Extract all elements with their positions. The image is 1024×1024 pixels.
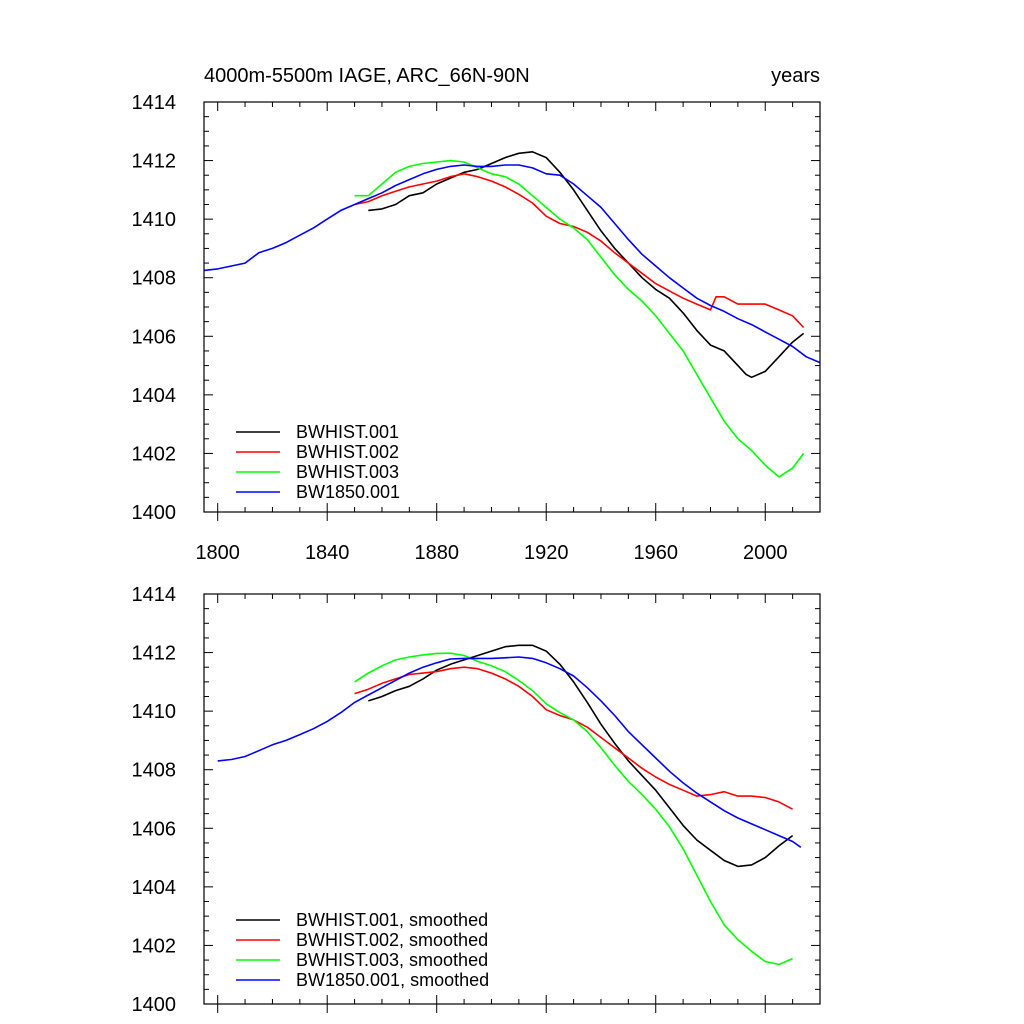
top-panel-series: [203, 151, 821, 478]
bottom-panel-y-axis: 1400 1402 1404 1406 1408 1410 1412 1414: [132, 584, 177, 1016]
x-tick-label: 1800: [195, 542, 240, 564]
y-tick-label: 1408: [132, 268, 177, 290]
y-tick-label: 1404: [132, 385, 177, 407]
y-tick-label: 1412: [132, 151, 177, 173]
y-tick-label: 1408: [132, 760, 177, 782]
y-tick-label: 1400: [132, 502, 177, 524]
x-tick-label: 1880: [414, 542, 459, 564]
y-tick-label: 1404: [132, 877, 177, 899]
y-tick-label: 1402: [132, 443, 177, 465]
series-line-bwhist-001-smoothed: [368, 644, 794, 868]
y-tick-label: 1412: [132, 643, 177, 665]
top-panel: 4000m-5500m IAGE, ARC_66N-90N years 1400…: [132, 65, 821, 564]
chart-title: 4000m-5500m IAGE, ARC_66N-90N: [204, 65, 530, 87]
legend-label: BWHIST.002, smoothed: [296, 930, 488, 950]
legend-label: BWHIST.001, smoothed: [296, 910, 488, 930]
legend-label: BW1850.001: [296, 482, 400, 502]
y-tick-label: 1406: [132, 818, 177, 840]
x-tick-label: 1920: [524, 542, 569, 564]
series-line-bwhist-003: [354, 159, 805, 478]
legend-label: BW1850.001, smoothed: [296, 970, 489, 990]
y-tick-label: 1414: [132, 92, 177, 114]
series-line-bwhist-003-smoothed: [354, 652, 793, 966]
y-tick-label: 1406: [132, 326, 177, 348]
y-tick-label: 1410: [132, 701, 177, 723]
bottom-panel-frame: [203, 593, 821, 1005]
y-tick-label: 1410: [132, 209, 177, 231]
y-tick-label: 1402: [132, 935, 177, 957]
series-line-bwhist-001: [368, 151, 805, 379]
top-panel-frame: [203, 101, 821, 513]
y-tick-label: 1414: [132, 584, 177, 606]
series-line-bw1850-001: [203, 164, 821, 364]
legend-label: BWHIST.001: [296, 422, 399, 442]
top-panel-ticks: [204, 101, 821, 521]
legend-label: BWHIST.003: [296, 462, 399, 482]
legend-label: BWHIST.002: [296, 442, 399, 462]
chart-right-title: years: [771, 65, 820, 87]
x-tick-label: 2000: [743, 542, 788, 564]
top-panel-x-axis: 1800 1840 1880 1920 1960 2000: [195, 542, 787, 564]
series-line-bwhist-002-smoothed: [354, 666, 793, 810]
x-tick-label: 1840: [305, 542, 350, 564]
bottom-panel: 1400 1402 1404 1406 1408 1410 1412 1414 BWHIST.…: [132, 584, 821, 1016]
top-panel-y-axis: 1400 1402 1404 1406 1408 1410 1412 1414: [132, 92, 177, 524]
legend-label: BWHIST.003, smoothed: [296, 950, 488, 970]
series-line-bw1850-001-smoothed: [217, 656, 802, 848]
x-tick-label: 1960: [633, 542, 678, 564]
bottom-panel-series: [217, 644, 802, 966]
series-line-bwhist-002: [354, 173, 805, 329]
y-tick-label: 1400: [132, 994, 177, 1016]
